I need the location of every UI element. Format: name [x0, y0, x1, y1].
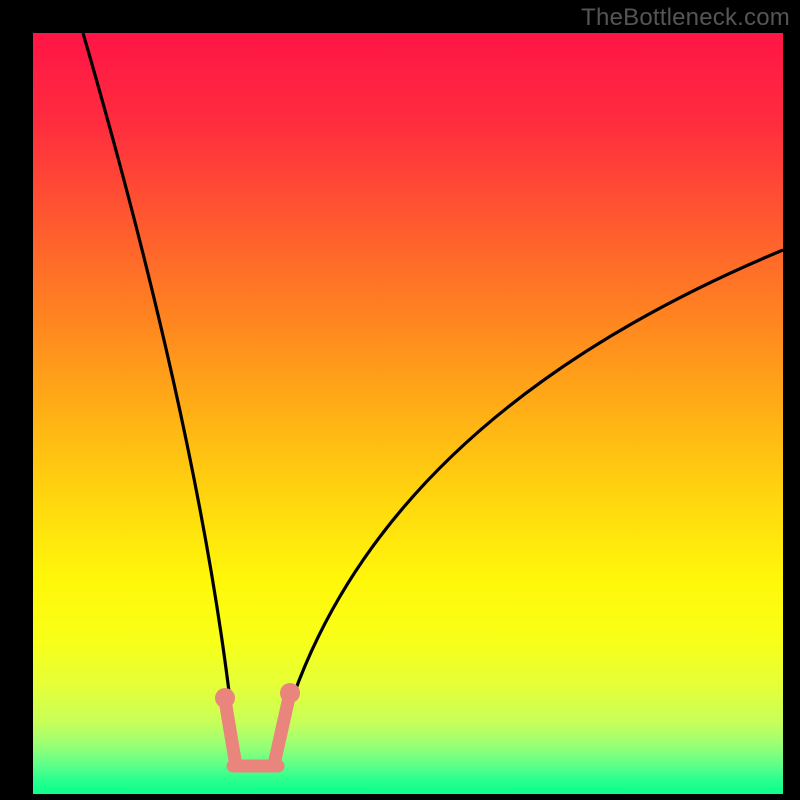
valley-marker-dot-1 [280, 683, 300, 703]
bottleneck-chart [0, 0, 800, 800]
chart-stage: TheBottleneck.com [0, 0, 800, 800]
watermark-text: TheBottleneck.com [581, 4, 790, 32]
gradient-plot-area [33, 33, 783, 794]
valley-marker-dot-0 [215, 688, 235, 708]
